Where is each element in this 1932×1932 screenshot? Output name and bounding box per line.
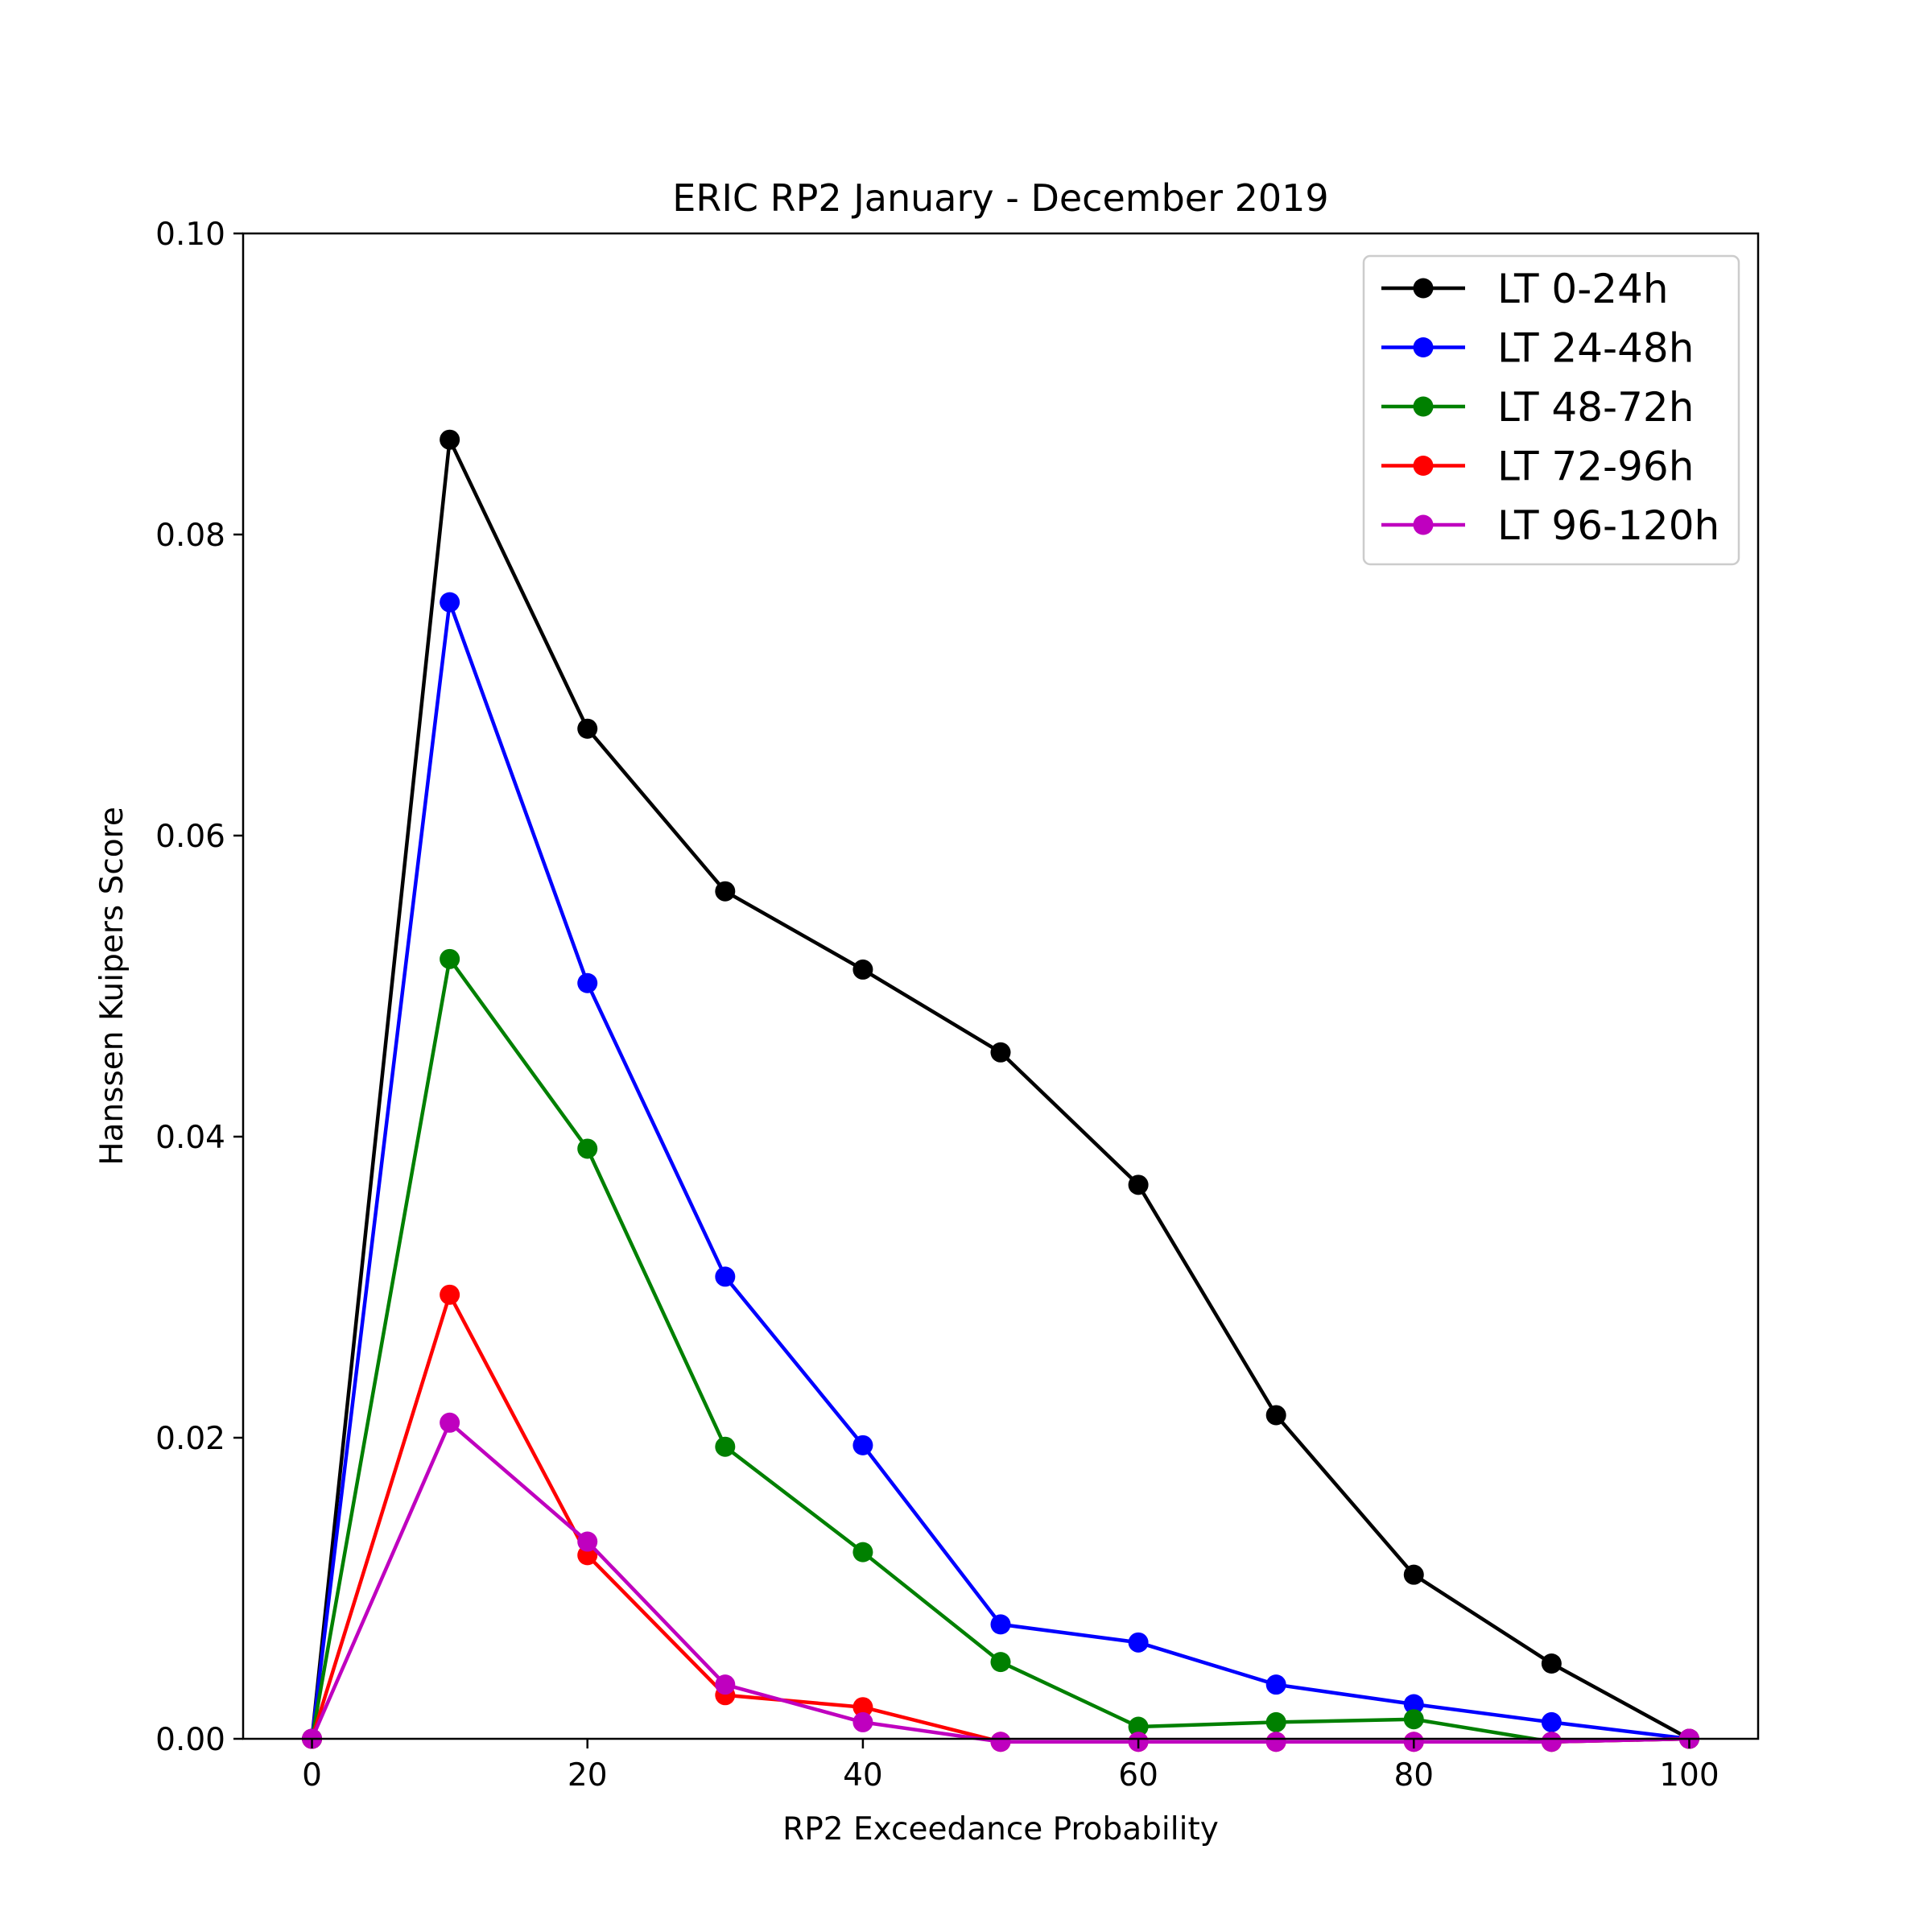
data-point [715,1674,736,1695]
legend-item: LT 48-72h [1381,384,1694,431]
legend-item: LT 96-120h [1381,502,1719,549]
legend-box [1362,254,1740,566]
x-axis-label: RP2 Exceedance Probability [782,1811,1219,1847]
data-point [1541,1711,1562,1732]
legend-label: LT 48-72h [1497,384,1694,431]
data-point [990,1614,1011,1635]
legend-item: LT 24-48h [1381,325,1694,372]
legend-label: LT 72-96h [1497,444,1694,490]
data-point [577,1138,598,1159]
legend-label: LT 96-120h [1497,502,1719,549]
y-tick-label: 0.00 [155,1722,225,1758]
legend-marker [1413,337,1434,357]
y-tick-label: 0.02 [155,1421,225,1457]
plot-area [242,232,1760,1752]
data-point [852,1435,873,1455]
data-point [577,972,598,993]
data-point [1128,1716,1149,1737]
data-point [715,881,736,902]
data-point [1265,1674,1286,1695]
data-point [1128,1632,1149,1653]
legend-marker [1413,456,1434,476]
axes-frame [242,232,1760,1740]
x-tick-label: 60 [1118,1757,1158,1794]
x-axis: 0 20 40 60 80 100 [302,1739,1719,1794]
data-point [1265,1405,1286,1426]
data-point [1403,1709,1424,1730]
y-tick-label: 0.06 [155,819,225,855]
data-point [1541,1653,1562,1674]
data-point [715,1436,736,1457]
data-point [1403,1564,1424,1585]
legend-marker [1413,278,1434,299]
y-tick-label: 0.10 [155,217,225,253]
data-point [440,429,460,450]
y-tick-label: 0.08 [155,518,225,554]
data-point [440,1412,460,1433]
data-point [1265,1732,1286,1752]
data-point [990,1042,1011,1063]
data-point [852,959,873,980]
x-tick-label: 100 [1659,1757,1719,1794]
legend-label: LT 0-24h [1497,266,1669,312]
series-group [302,429,1699,1752]
x-tick-label: 40 [843,1757,883,1794]
legend-label: LT 24-48h [1497,325,1694,372]
data-point [440,1284,460,1305]
y-tick-label: 0.04 [155,1120,225,1156]
data-point [990,1652,1011,1673]
x-tick-label: 20 [568,1757,608,1794]
x-tick-label: 0 [302,1757,322,1794]
data-point [852,1711,873,1732]
data-point [577,718,598,739]
legend: LT 0-24h LT 24-48h LT 48-72h LT 72-96h LT 96… [1362,254,1740,566]
data-point [1128,1174,1149,1195]
data-point [1403,1694,1424,1715]
x-tick-label: 80 [1393,1757,1434,1794]
y-axis-label: Hanssen Kuipers Score [94,807,130,1166]
data-point [440,948,460,969]
data-point [990,1732,1011,1752]
chart-title: ERIC RP2 January - December 2019 [672,176,1328,220]
data-point [715,1266,736,1287]
legend-item: LT 0-24h [1381,266,1669,312]
y-axis: 0.00 0.02 0.04 0.06 0.08 0.10 [155,217,243,1758]
legend-marker [1413,396,1434,417]
data-point [440,592,460,613]
data-point [852,1542,873,1563]
data-point [1265,1711,1286,1732]
data-point [852,1697,873,1718]
data-point [1541,1732,1562,1752]
legend-marker [1413,514,1434,535]
legend-item: LT 72-96h [1381,444,1694,490]
data-point [577,1531,598,1552]
